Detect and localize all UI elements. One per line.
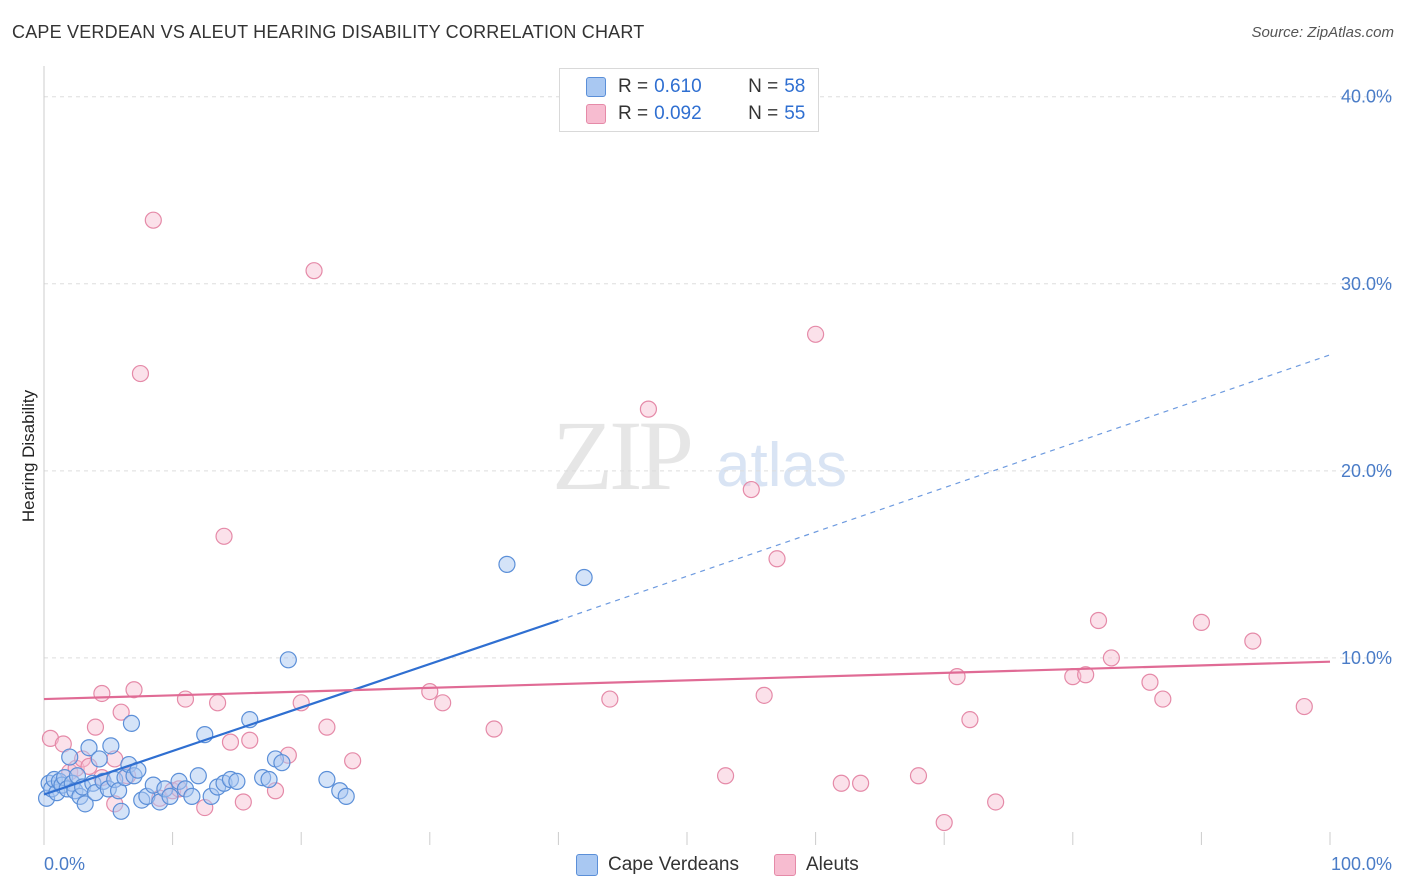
aleut-point xyxy=(112,703,130,721)
aleut-point xyxy=(832,774,850,792)
cape-verdean-point xyxy=(318,770,336,789)
aleut-point xyxy=(209,694,227,712)
aleut-point xyxy=(221,733,240,751)
aleut-point xyxy=(948,668,966,686)
aleut-point xyxy=(852,774,870,792)
aleut-point xyxy=(144,211,162,229)
aleut-point xyxy=(421,682,439,701)
aleut-point xyxy=(241,731,259,749)
legend-n-value: 58 xyxy=(784,76,806,97)
aleut-point xyxy=(961,711,979,729)
legend-label-aleuts: Aleuts xyxy=(806,854,859,875)
cape-verdean-point xyxy=(102,737,120,755)
aleut-point xyxy=(176,690,195,708)
cape-verdean-point xyxy=(228,772,246,790)
pink-swatch xyxy=(586,104,606,124)
cape-verdean-point xyxy=(498,555,516,573)
y-tick-label: 20.0% xyxy=(1341,461,1392,481)
legend-r-label: R = xyxy=(618,103,649,124)
aleut-point xyxy=(318,718,336,736)
x-tick-label: 100.0% xyxy=(1331,854,1392,874)
aleut-point xyxy=(909,767,928,785)
gridlines xyxy=(44,96,1392,659)
legend-r-value: 0.610 xyxy=(654,76,702,97)
aleut-point xyxy=(93,684,111,703)
cape-verdean-point xyxy=(279,651,297,669)
aleut-trend-line xyxy=(43,660,1331,701)
cape-verdean-point xyxy=(260,770,278,789)
aleut-point xyxy=(131,364,150,383)
legend-n-label: N = xyxy=(748,76,779,97)
aleut-point xyxy=(1102,649,1120,667)
aleut-point xyxy=(601,690,619,708)
cape-verdean-point xyxy=(273,754,291,772)
source-credit: Source: ZipAtlas.com xyxy=(1251,24,1394,41)
cape-verdean-point xyxy=(61,748,79,766)
aleut-points xyxy=(41,211,1313,832)
aleut-point xyxy=(86,718,105,736)
aleut-point xyxy=(768,550,786,568)
aleut-point xyxy=(806,325,825,343)
cape-verdean-point xyxy=(161,787,179,805)
legend-item-aleuts: Aleuts xyxy=(774,852,859,878)
aleut-point xyxy=(1244,632,1262,650)
pink-swatch xyxy=(774,854,796,876)
aleut-point xyxy=(305,262,323,280)
cape-verdean-point xyxy=(575,568,593,587)
y-tick-label: 30.0% xyxy=(1341,274,1392,294)
aleut-point xyxy=(434,694,452,712)
aleut-point xyxy=(1192,613,1211,631)
aleut-point xyxy=(755,686,773,704)
axes xyxy=(43,66,1331,845)
correlation-legend: R = 0.610 N = 58 R = 0.092 N = 55 xyxy=(559,68,819,132)
aleut-point xyxy=(215,527,233,545)
x-tick-label: 0.0% xyxy=(44,854,85,874)
legend-label-cape-verdeans: Cape Verdeans xyxy=(608,854,739,875)
aleut-point xyxy=(234,793,252,811)
cape-verdean-point xyxy=(189,767,207,785)
cape-verdean-point xyxy=(76,795,94,813)
aleut-point xyxy=(742,480,760,499)
chart-title: CAPE VERDEAN VS ALEUT HEARING DISABILITY… xyxy=(12,22,645,42)
aleut-point xyxy=(1154,690,1172,708)
legend-row-cape-verdean: R = 0.610 N = 58 xyxy=(586,75,805,99)
aleut-point xyxy=(485,720,503,738)
cape-verdean-point xyxy=(183,787,201,805)
cape-verdean-trend-extension xyxy=(558,354,1331,622)
aleut-point xyxy=(639,400,658,418)
watermark-zip: ZIP xyxy=(552,400,694,511)
y-tick-label: 40.0% xyxy=(1341,87,1392,107)
aleut-point xyxy=(1141,673,1159,691)
blue-swatch xyxy=(576,854,598,876)
cape-verdean-point xyxy=(80,739,98,757)
legend-item-cape-verdeans: Cape Verdeans xyxy=(576,852,739,878)
legend-row-aleut: R = 0.092 N = 55 xyxy=(586,102,805,126)
y-axis-title: Hearing Disability xyxy=(19,389,38,522)
cape-verdean-points xyxy=(37,555,593,820)
watermark-atlas: atlas xyxy=(716,431,847,500)
cape-verdean-point xyxy=(90,750,108,768)
tick-labels: 10.0% 20.0% 30.0% 40.0% 0.0% 100.0% Hearing Di… xyxy=(19,87,1392,874)
legend-r-label: R = xyxy=(618,76,649,97)
cape-verdean-point xyxy=(337,787,355,805)
aleut-point xyxy=(987,793,1005,811)
blue-swatch xyxy=(586,77,606,97)
aleut-point xyxy=(716,767,735,785)
aleut-point xyxy=(125,681,143,699)
cape-verdean-point xyxy=(122,714,141,733)
aleut-point xyxy=(1295,697,1313,716)
cape-verdean-point xyxy=(112,802,130,820)
y-tick-label: 10.0% xyxy=(1341,648,1392,668)
trend-lines xyxy=(43,354,1331,796)
legend-n-value: 55 xyxy=(784,103,806,124)
legend-n-label: N = xyxy=(748,103,779,124)
cape-verdean-trend-line xyxy=(43,619,559,796)
legend-r-value: 0.092 xyxy=(654,103,702,124)
aleut-point xyxy=(1077,666,1095,684)
aleut-point xyxy=(935,813,953,832)
aleut-point xyxy=(1089,611,1108,630)
aleut-point xyxy=(344,752,362,770)
